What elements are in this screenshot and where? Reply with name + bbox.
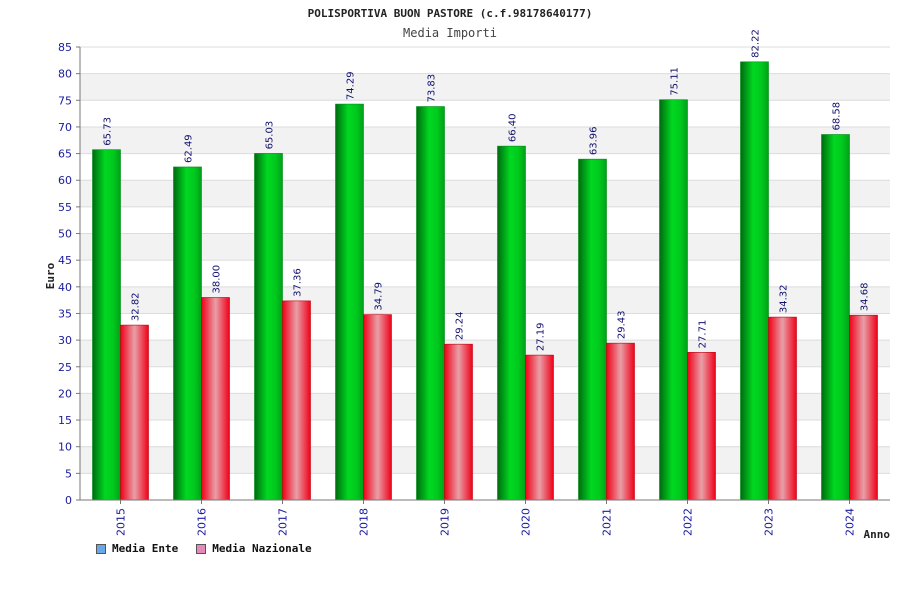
data-labels: 65.73 32.82 62.49 38.00 65.03 37.36 74.29 34.79… <box>103 29 871 351</box>
data-label: 34.32 <box>779 284 790 313</box>
y-tick-label: 5 <box>65 467 72 480</box>
legend-item-media-nazionale: Media Nazionale <box>196 542 312 555</box>
legend: Media Ente Media Nazionale <box>96 542 312 555</box>
x-tick-label: 2017 <box>277 508 290 536</box>
bar-media-ente-2022 <box>659 99 688 501</box>
bar-media-ente-2018 <box>335 103 364 501</box>
y-tick-label: 30 <box>58 334 72 347</box>
data-label: 37.36 <box>293 268 304 297</box>
data-label: 34.68 <box>860 283 871 312</box>
data-label: 32.82 <box>131 292 142 321</box>
bar-media-nazionale-2024 <box>849 314 878 501</box>
bar-media-nazionale-2021 <box>606 342 635 501</box>
x-tick-label: 2020 <box>520 508 533 536</box>
bar-media-nazionale-2019 <box>444 343 473 501</box>
x-tick-label: 2016 <box>196 508 209 536</box>
data-label: 27.71 <box>698 320 709 349</box>
legend-swatch-media-ente <box>96 543 106 554</box>
y-tick-label: 85 <box>58 41 72 54</box>
data-label: 65.03 <box>265 121 276 150</box>
y-axis-label: Euro <box>44 262 57 289</box>
data-label: 38.00 <box>212 265 223 294</box>
data-label: 74.29 <box>346 71 357 100</box>
bar-media-nazionale-2015 <box>120 324 149 501</box>
bar-media-ente-2017 <box>254 153 283 501</box>
bar-media-ente-2021 <box>578 158 607 501</box>
x-tick-label: 2015 <box>115 508 128 536</box>
data-label: 34.79 <box>374 282 385 311</box>
x-tick-label: 2023 <box>763 508 776 536</box>
y-tick-label: 65 <box>58 148 72 161</box>
x-axis-label: Anno <box>864 528 891 541</box>
x-tick-label: 2022 <box>682 508 695 536</box>
y-tick-label: 15 <box>58 414 72 427</box>
legend-item-media-ente: Media Ente <box>96 542 178 555</box>
bar-media-nazionale-2023 <box>768 316 797 501</box>
x-tick-label: 2024 <box>844 508 857 536</box>
bar-media-ente-2024 <box>821 134 850 501</box>
y-tick-label: 60 <box>58 174 72 187</box>
chart-title: POLISPORTIVA BUON PASTORE (c.f.981786401… <box>308 7 593 20</box>
chart-subtitle: Media Importi <box>403 26 497 40</box>
data-label: 27.19 <box>536 322 547 351</box>
y-tick-label: 10 <box>58 441 72 454</box>
data-label: 29.43 <box>617 311 628 340</box>
y-tick-label: 45 <box>58 254 72 267</box>
bar-media-nazionale-2022 <box>687 352 716 501</box>
bars <box>92 61 878 501</box>
data-label: 66.40 <box>508 113 519 142</box>
y-tick-label: 40 <box>58 281 72 294</box>
x-tick-label: 2021 <box>601 508 614 536</box>
y-tick-label: 35 <box>58 307 72 320</box>
data-label: 75.11 <box>670 67 681 96</box>
y-tick-label: 80 <box>58 68 72 81</box>
bar-media-ente-2019 <box>416 106 445 501</box>
bar-media-nazionale-2018 <box>363 314 392 501</box>
y-tick-label: 0 <box>65 494 72 507</box>
bar-media-ente-2023 <box>740 61 769 501</box>
data-label: 65.73 <box>103 117 114 146</box>
bar-media-ente-2020 <box>497 145 526 501</box>
x-tick-label: 2019 <box>439 508 452 536</box>
data-label: 62.49 <box>184 134 195 163</box>
y-tick-label: 75 <box>58 94 72 107</box>
data-label: 63.96 <box>589 126 600 155</box>
y-tick-label: 20 <box>58 387 72 400</box>
legend-label-media-ente: Media Ente <box>112 542 179 555</box>
bar-media-nazionale-2020 <box>525 354 554 501</box>
legend-swatch-media-nazionale <box>196 543 207 554</box>
axes: 0 5 10 15 20 25 30 35 40 45 50 55 60 65 70 75 80 85 2015 20… <box>58 41 890 536</box>
legend-label-media-nazionale: Media Nazionale <box>212 542 312 555</box>
data-label: 29.24 <box>455 312 466 341</box>
data-label: 68.58 <box>832 102 843 131</box>
y-tick-label: 55 <box>58 201 72 214</box>
bar-media-ente-2015 <box>92 149 121 501</box>
x-tick-label: 2018 <box>358 508 371 536</box>
y-tick-label: 50 <box>58 228 72 241</box>
bar-media-ente-2016 <box>173 166 202 501</box>
data-label: 82.22 <box>751 29 762 58</box>
data-label: 73.83 <box>427 74 438 103</box>
y-tick-label: 70 <box>58 121 72 134</box>
bar-media-nazionale-2017 <box>282 300 311 501</box>
bar-media-nazionale-2016 <box>201 297 230 501</box>
y-tick-label: 25 <box>58 361 72 374</box>
